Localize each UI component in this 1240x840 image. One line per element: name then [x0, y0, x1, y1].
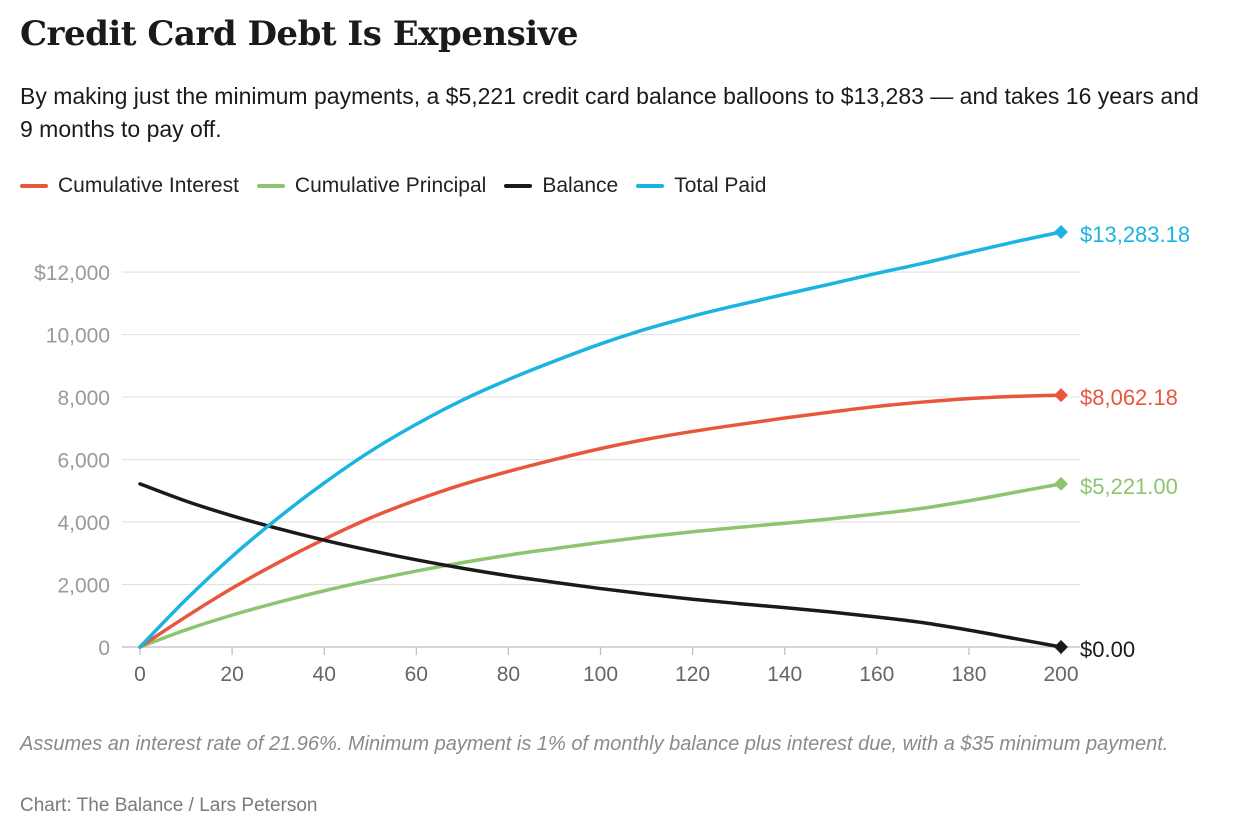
end-label-interest: $8,062.18 [1080, 385, 1178, 410]
chart-title: Credit Card Debt Is Expensive [20, 14, 579, 54]
legend-item-interest: Cumulative Interest [20, 174, 239, 198]
y-tick-label: 4,000 [57, 512, 110, 535]
x-tick-label: 60 [405, 663, 428, 686]
legend: Cumulative Interest Cumulative Principal… [20, 174, 784, 198]
grid-layer: 0 2,000 4,000 6,000 8,000 10,000 $12,000 0 20 40 6… [34, 262, 1080, 686]
y-tick-label: 2,000 [57, 575, 110, 598]
chart-subtitle: By making just the minimum payments, a $… [20, 83, 1199, 142]
end-marker-balance [1054, 640, 1068, 654]
legend-swatch-interest [20, 184, 48, 188]
legend-swatch-balance [504, 184, 533, 188]
x-tick-label: 0 [134, 663, 146, 686]
legend-item-balance: Balance [504, 174, 618, 198]
x-tick-label: 160 [859, 663, 894, 686]
line-chart: 0 2,000 4,000 6,000 8,000 10,000 $12,000 0 20 40 6… [34, 222, 1190, 686]
y-tick-label: 0 [98, 637, 110, 660]
x-tick-label: 140 [767, 663, 802, 686]
x-tick-label: 120 [675, 663, 710, 686]
x-tick-label: 100 [583, 663, 618, 686]
series-line-principal [138, 482, 1063, 649]
end-marker-interest [1054, 388, 1068, 403]
x-tick-label: 180 [951, 663, 986, 686]
series-line-balance [138, 482, 1063, 649]
end-label-balance: $0.00 [1080, 637, 1135, 662]
y-tick-label: 6,000 [57, 450, 110, 473]
x-tick-label: 80 [497, 663, 520, 686]
y-tick-label: 8,000 [57, 387, 110, 410]
legend-item-total: Total Paid [636, 174, 766, 198]
legend-label-principal: Cumulative Principal [294, 174, 487, 197]
legend-item-principal: Cumulative Principal [256, 174, 487, 198]
end-marker-total [1054, 225, 1068, 239]
legend-label-interest: Cumulative Interest [58, 174, 239, 197]
legend-swatch-total [636, 184, 665, 188]
y-tick-label: $12,000 [34, 262, 110, 285]
series-line-interest [138, 393, 1063, 649]
end-label-total: $13,283.18 [1080, 222, 1190, 247]
line-layer [138, 230, 1063, 649]
marker-layer: $5,221.00 $8,062.18 $0.00 $13,283.18 [1054, 222, 1190, 662]
legend-label-total: Total Paid [674, 174, 767, 197]
y-tick-label: 10,000 [46, 325, 110, 348]
legend-swatch-principal [256, 184, 285, 188]
legend-label-balance: Balance [542, 174, 619, 197]
x-tick-label: 20 [220, 663, 243, 686]
x-tick-label: 200 [1043, 663, 1078, 686]
end-label-principal: $5,221.00 [1080, 474, 1178, 499]
series-line-total [138, 230, 1063, 649]
x-tick-label: 40 [313, 663, 336, 686]
chart-source: Chart: The Balance / Lars Peterson [20, 795, 318, 816]
end-marker-principal [1054, 476, 1068, 491]
chart-footnote: Assumes an interest rate of 21.96%. Mini… [20, 733, 1169, 755]
